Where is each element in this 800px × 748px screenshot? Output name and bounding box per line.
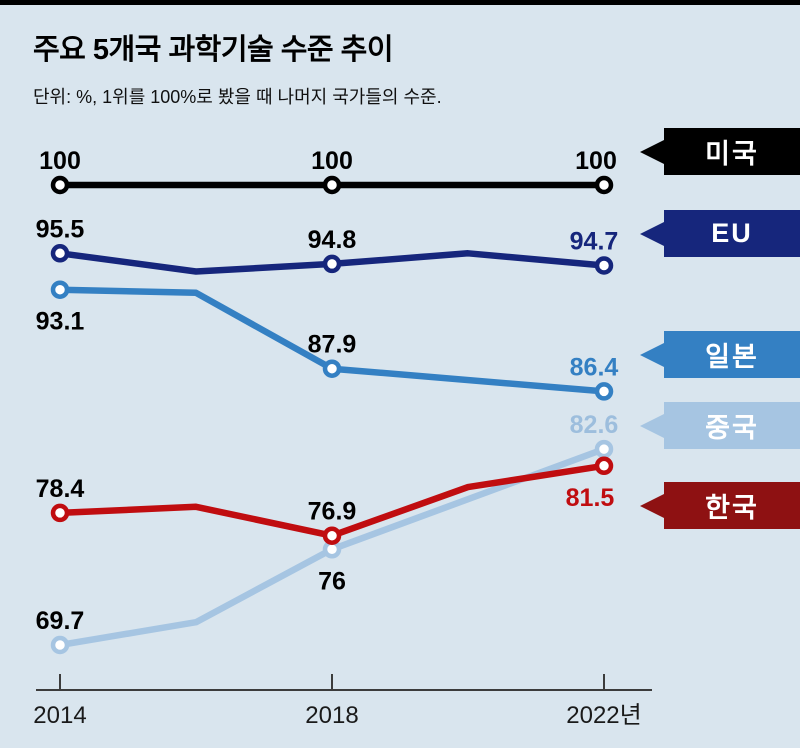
legend-label-japan: 일본 bbox=[705, 342, 759, 372]
chart-title: 주요 5개국 과학기술 수준 추이 bbox=[33, 34, 394, 66]
value-label-korea-2018: 76.9 bbox=[308, 498, 357, 526]
chart-subtitle: 단위: %, 1위를 100%로 봤을 때 나머지 국가들의 수준. bbox=[33, 87, 442, 107]
legend-arrow-eu bbox=[640, 220, 666, 247]
legend-box-china: 중국 bbox=[640, 402, 800, 449]
value-label-usa-2014: 100 bbox=[39, 147, 81, 175]
value-label-japan-2014: 93.1 bbox=[36, 308, 85, 336]
marker-korea-2014 bbox=[50, 503, 70, 523]
value-label-japan-2018: 87.9 bbox=[308, 331, 357, 359]
marker-usa-2014 bbox=[50, 175, 70, 195]
x-axis-label-2022: 2022년 bbox=[566, 702, 641, 729]
series-line-china bbox=[56, 445, 608, 649]
marker-japan-2022 bbox=[594, 382, 614, 401]
x-axis-label-2018: 2018 bbox=[305, 702, 358, 729]
legend-label-usa: 미국 bbox=[705, 139, 759, 169]
marker-china-2014 bbox=[50, 635, 70, 655]
legend-arrow-usa bbox=[640, 138, 666, 165]
legend-arrow-china bbox=[640, 412, 666, 439]
marker-japan-2014 bbox=[50, 280, 70, 299]
legend-label-eu: EU bbox=[711, 218, 753, 248]
series-line-japan bbox=[56, 286, 608, 395]
marker-china-2022 bbox=[594, 439, 614, 459]
legend-arrow-korea bbox=[640, 492, 666, 519]
legend-label-china: 중국 bbox=[705, 413, 759, 443]
value-label-china-2018: 76 bbox=[318, 567, 346, 595]
marker-korea-2022 bbox=[594, 456, 614, 476]
value-label-usa-2022: 100 bbox=[575, 147, 617, 175]
legend-arrow-japan bbox=[640, 341, 666, 368]
x-axis-label-2014: 2014 bbox=[33, 702, 86, 729]
marker-korea-2018 bbox=[322, 526, 342, 545]
value-label-japan-2022: 86.4 bbox=[570, 353, 619, 381]
value-label-eu-2014: 95.5 bbox=[36, 215, 85, 243]
legend-box-japan: 일본 bbox=[640, 331, 800, 378]
marker-usa-2018 bbox=[322, 175, 342, 195]
top-accent-bar bbox=[0, 0, 800, 5]
value-label-usa-2018: 100 bbox=[311, 147, 353, 175]
legend-box-eu: EU bbox=[640, 210, 800, 257]
value-label-korea-2014: 78.4 bbox=[36, 475, 85, 503]
legend-box-usa: 미국 bbox=[640, 128, 800, 175]
value-label-china-2014: 69.7 bbox=[36, 607, 85, 635]
value-label-eu-2018: 94.8 bbox=[308, 226, 357, 254]
legend-label-korea: 한국 bbox=[705, 493, 759, 523]
marker-usa-2022 bbox=[594, 175, 614, 195]
marker-eu-2014 bbox=[50, 244, 70, 263]
marker-japan-2018 bbox=[322, 359, 342, 378]
marker-eu-2018 bbox=[322, 254, 342, 274]
value-label-eu-2022: 94.7 bbox=[570, 228, 619, 256]
legend-box-korea: 한국 bbox=[640, 482, 800, 529]
value-label-korea-2022: 81.5 bbox=[566, 484, 615, 512]
value-label-china-2022: 82.6 bbox=[570, 411, 619, 439]
marker-eu-2022 bbox=[594, 256, 614, 275]
